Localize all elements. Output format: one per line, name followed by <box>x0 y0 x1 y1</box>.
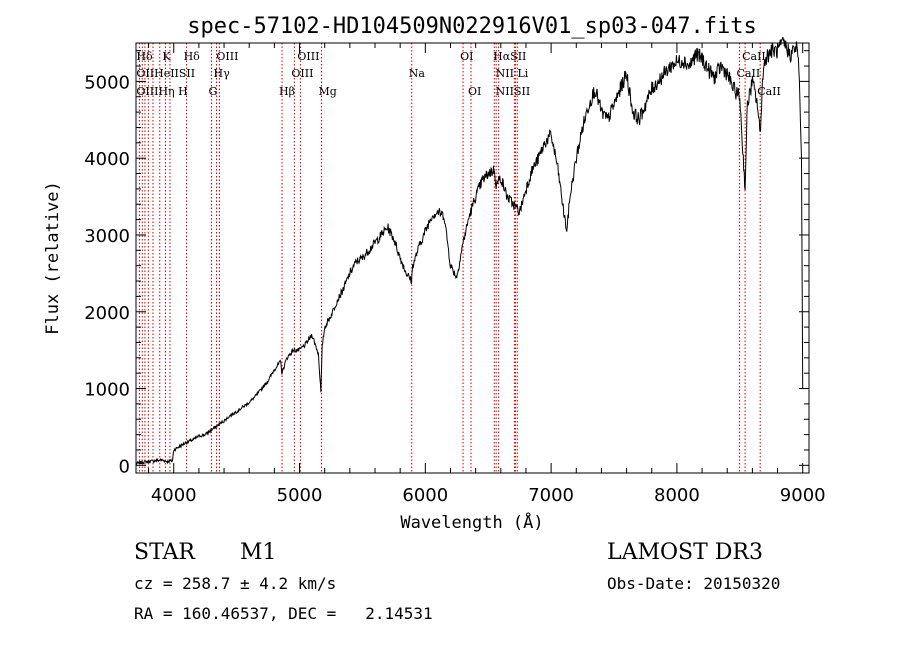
reference-label-17: Mg <box>319 85 337 98</box>
reference-label-12: NII Li <box>496 67 529 80</box>
object-type: STAR <box>134 540 195 565</box>
reference-label-3: OIII <box>216 50 238 63</box>
reference-label-16: Hβ <box>279 85 295 98</box>
reference-lines <box>138 43 761 473</box>
x-tick-label-5000: 5000 <box>277 485 323 506</box>
reference-label-14: OIIIHη H <box>136 85 187 98</box>
x-tick-label-6000: 6000 <box>402 485 448 506</box>
x-tick-label-9000: 9000 <box>780 485 826 506</box>
x-tick-label-8000: 8000 <box>654 485 700 506</box>
chart-title: spec-57102-HD104509N022916V01_sp03-047.f… <box>187 14 757 39</box>
y-axis-label: Flux (relative) <box>43 181 63 335</box>
reference-label-20: CaII <box>757 85 781 98</box>
x-tick-label-4000: 4000 <box>151 485 197 506</box>
reference-label-18: OI <box>468 85 481 98</box>
reference-label-2: Hδ <box>184 50 201 63</box>
reference-label-19: NIISII <box>496 85 531 98</box>
reference-label-10: OIII <box>291 67 313 80</box>
y-tick-label-2000: 2000 <box>84 303 130 324</box>
reference-label-7: CaII <box>742 50 766 63</box>
reference-label-8: OIIHeIISII <box>136 67 195 80</box>
reference-label-0: Hδ <box>136 50 153 63</box>
y-tick-label-3000: 3000 <box>84 226 130 247</box>
y-axis: 0 1000 2000 3000 4000 5000 <box>84 50 809 477</box>
y-tick-label-0: 0 <box>119 456 130 477</box>
reference-label-13: CaII <box>737 67 761 80</box>
reference-labels: Hδ K Hδ OIII OIII OI HαSII CaII OIIHeIISII Hγ OIII… <box>136 50 780 98</box>
x-axis-label: Wavelength (Å) <box>400 511 543 533</box>
plot-frame <box>135 42 810 474</box>
x-tick-label-7000: 7000 <box>528 485 574 506</box>
coordinates: RA = 160.46537, DEC = 2.14531 <box>134 604 433 623</box>
reference-label-9: Hγ <box>214 67 231 80</box>
object-subclass: M1 <box>240 540 277 565</box>
y-tick-label-4000: 4000 <box>84 149 130 170</box>
x-axis: 4000 5000 6000 7000 8000 9000 <box>148 43 826 506</box>
reference-label-1: K <box>162 50 171 63</box>
survey-name: LAMOST DR3 <box>607 540 763 565</box>
y-tick-label-5000: 5000 <box>84 72 130 93</box>
spectrum-line <box>135 36 804 466</box>
y-tick-label-1000: 1000 <box>84 380 130 401</box>
reference-label-11: Na <box>409 67 426 80</box>
reference-label-5: OI <box>460 50 473 63</box>
reference-label-4: OIII <box>297 50 319 63</box>
redshift-cz: cz = 258.7 ± 4.2 km/s <box>134 574 337 593</box>
reference-label-15: G <box>208 85 217 98</box>
observation-date: Obs-Date: 20150320 <box>607 574 781 593</box>
reference-label-6: HαSII <box>493 50 526 63</box>
